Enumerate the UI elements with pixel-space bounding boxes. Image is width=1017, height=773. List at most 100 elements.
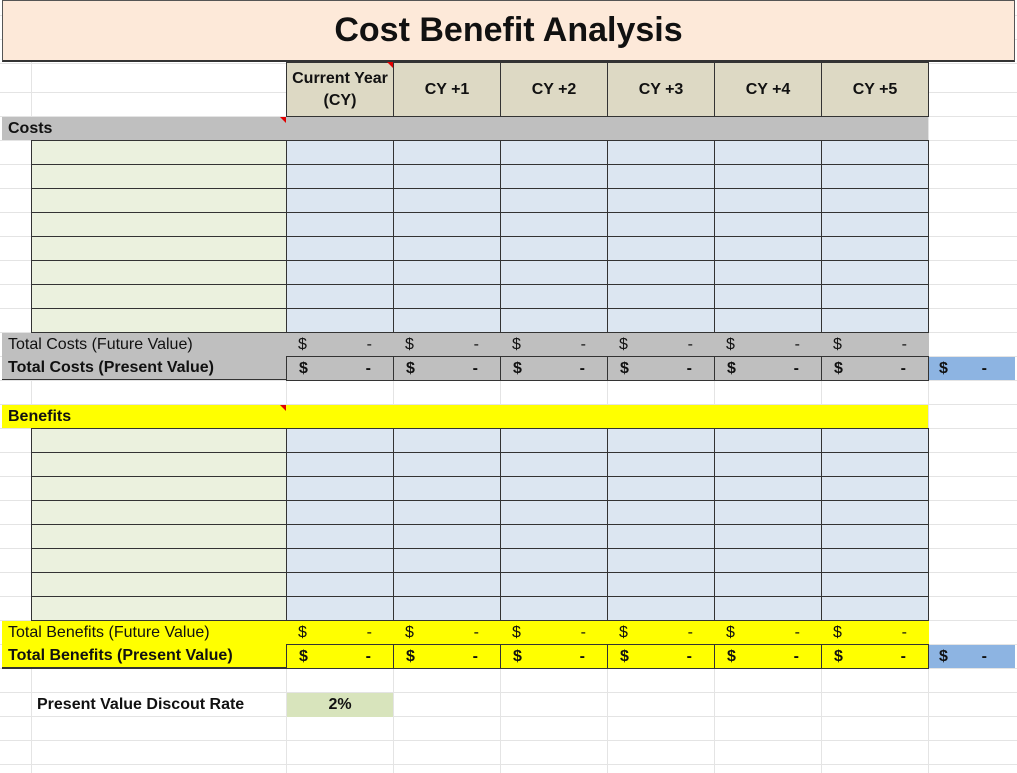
cost-value-cell[interactable] (821, 260, 929, 285)
cost-description-cell[interactable] (31, 164, 287, 189)
benefit-value-cell[interactable] (821, 572, 929, 597)
benefit-value-cell[interactable] (714, 428, 822, 453)
benefit-value-cell[interactable] (714, 452, 822, 477)
benefit-value-cell[interactable] (821, 524, 929, 549)
cost-value-cell[interactable] (607, 284, 715, 309)
benefits-total_present_values-cell[interactable]: $ - (286, 644, 394, 669)
column-header-2[interactable]: CY +2 (500, 62, 608, 117)
benefit-description-cell[interactable] (31, 428, 287, 453)
benefits-total_present_values-cell[interactable]: $ - (821, 644, 929, 669)
column-header-4[interactable]: CY +4 (714, 62, 822, 117)
benefit-description-cell[interactable] (31, 548, 287, 573)
costs-total_present_values-cell[interactable]: $ - (500, 356, 608, 381)
benefit-value-cell[interactable] (500, 452, 608, 477)
benefit-value-cell[interactable] (500, 500, 608, 525)
benefit-value-cell[interactable] (500, 548, 608, 573)
costs-total_future_values-cell[interactable]: $ - (821, 333, 929, 356)
column-header-1[interactable]: CY +1 (393, 62, 501, 117)
cost-description-cell[interactable] (31, 284, 287, 309)
benefit-value-cell[interactable] (393, 524, 501, 549)
benefit-value-cell[interactable] (607, 452, 715, 477)
cost-value-cell[interactable] (714, 164, 822, 189)
benefit-value-cell[interactable] (500, 428, 608, 453)
cost-value-cell[interactable] (286, 188, 394, 213)
benefit-value-cell[interactable] (500, 476, 608, 501)
total-costs-future-label[interactable]: Total Costs (Future Value) (2, 333, 286, 356)
benefit-value-cell[interactable] (393, 548, 501, 573)
benefits-total_future_values-cell[interactable]: $ - (500, 621, 608, 644)
cost-value-cell[interactable] (393, 284, 501, 309)
benefit-value-cell[interactable] (821, 476, 929, 501)
benefit-description-cell[interactable] (31, 572, 287, 597)
cost-value-cell[interactable] (393, 188, 501, 213)
benefit-value-cell[interactable] (393, 452, 501, 477)
discount-rate-input[interactable]: 2% (287, 693, 393, 717)
benefits-total_present_values-cell[interactable]: $ - (714, 644, 822, 669)
costs-total_future_values-cell[interactable]: $ - (714, 333, 822, 356)
benefit-value-cell[interactable] (286, 500, 394, 525)
costs-total_present_values-cell[interactable]: $ - (607, 356, 715, 381)
benefit-value-cell[interactable] (286, 572, 394, 597)
benefits-total_future_values-cell[interactable]: $ - (714, 621, 822, 644)
benefit-value-cell[interactable] (393, 476, 501, 501)
benefit-value-cell[interactable] (714, 572, 822, 597)
cost-value-cell[interactable] (607, 188, 715, 213)
column-header-3[interactable]: CY +3 (607, 62, 715, 117)
benefit-value-cell[interactable] (286, 548, 394, 573)
cost-value-cell[interactable] (500, 212, 608, 237)
cost-value-cell[interactable] (286, 284, 394, 309)
costs-total_present_values-cell[interactable]: $ - (821, 356, 929, 381)
comment-indicator-icon[interactable] (280, 117, 286, 123)
discount-rate-label[interactable]: Present Value Discout Rate (37, 696, 245, 713)
benefits-total_present_values-cell[interactable]: $ - (607, 644, 715, 669)
benefit-value-cell[interactable] (607, 476, 715, 501)
total-costs-present-label[interactable]: Total Costs (Present Value) (2, 356, 286, 380)
benefit-value-cell[interactable] (607, 572, 715, 597)
cost-value-cell[interactable] (500, 164, 608, 189)
total-costs-grand-total[interactable]: $ - (929, 357, 1015, 380)
benefit-value-cell[interactable] (393, 428, 501, 453)
costs-total_present_values-cell[interactable]: $ - (393, 356, 501, 381)
cost-value-cell[interactable] (393, 140, 501, 165)
page-title[interactable]: Cost Benefit Analysis (2, 0, 1015, 62)
cost-value-cell[interactable] (821, 188, 929, 213)
benefit-value-cell[interactable] (607, 548, 715, 573)
benefit-value-cell[interactable] (286, 428, 394, 453)
benefit-value-cell[interactable] (714, 524, 822, 549)
cost-value-cell[interactable] (607, 212, 715, 237)
benefit-value-cell[interactable] (821, 500, 929, 525)
cost-value-cell[interactable] (607, 164, 715, 189)
benefits-total_future_values-cell[interactable]: $ - (607, 621, 715, 644)
cost-value-cell[interactable] (714, 308, 822, 333)
column-header-5[interactable]: CY +5 (821, 62, 929, 117)
cost-value-cell[interactable] (607, 236, 715, 261)
benefit-value-cell[interactable] (714, 476, 822, 501)
benefit-value-cell[interactable] (393, 596, 501, 621)
cost-value-cell[interactable] (821, 164, 929, 189)
costs-total_present_values-cell[interactable]: $ - (714, 356, 822, 381)
cost-value-cell[interactable] (500, 140, 608, 165)
cost-value-cell[interactable] (714, 188, 822, 213)
comment-indicator-icon[interactable] (387, 62, 393, 68)
cost-value-cell[interactable] (500, 188, 608, 213)
cost-description-cell[interactable] (31, 236, 287, 261)
cost-value-cell[interactable] (607, 308, 715, 333)
cost-value-cell[interactable] (393, 236, 501, 261)
cost-value-cell[interactable] (607, 140, 715, 165)
benefit-value-cell[interactable] (714, 548, 822, 573)
benefits-total_future_values-cell[interactable]: $ - (393, 621, 501, 644)
cost-value-cell[interactable] (393, 164, 501, 189)
benefit-value-cell[interactable] (500, 572, 608, 597)
cost-value-cell[interactable] (607, 260, 715, 285)
costs-total_future_values-cell[interactable]: $ - (500, 333, 608, 356)
cost-value-cell[interactable] (821, 284, 929, 309)
cost-value-cell[interactable] (714, 284, 822, 309)
comment-indicator-icon[interactable] (280, 405, 286, 411)
cost-value-cell[interactable] (714, 212, 822, 237)
cost-value-cell[interactable] (286, 260, 394, 285)
cost-value-cell[interactable] (714, 260, 822, 285)
costs-total_future_values-cell[interactable]: $ - (286, 333, 394, 356)
benefit-value-cell[interactable] (286, 452, 394, 477)
cost-value-cell[interactable] (821, 140, 929, 165)
benefit-description-cell[interactable] (31, 596, 287, 621)
